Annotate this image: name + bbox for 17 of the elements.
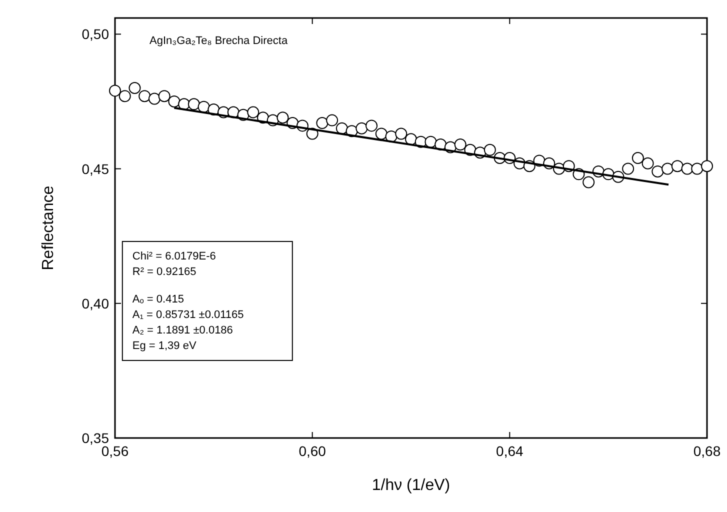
x-tick-label: 0,60: [298, 443, 326, 459]
annotation: A₂ = 1.1891 ±0.0186: [132, 324, 233, 336]
text: AgIn₃Ga₂Te₈ Brecha Directa: [150, 35, 288, 47]
x-axis-title: 1/hν (1/eV): [372, 477, 450, 494]
y-tick-label: 0,35: [82, 430, 110, 446]
y-tick-label: 0,40: [82, 295, 110, 312]
y-tick-label: 0,50: [82, 26, 110, 42]
x-tick-label: 0,68: [693, 443, 721, 459]
y-tick-label: 0,45: [82, 160, 110, 177]
annotation: R² = 0.92165: [132, 266, 196, 278]
annotation: Eg = 1,39 eV: [132, 340, 197, 352]
x-tick-label: 0,56: [101, 443, 129, 459]
y-axis-title: Reflectance: [40, 186, 57, 270]
x-tick-label: 0,64: [496, 443, 524, 459]
annotation: A₁ = 0.85731 ±0.01165: [132, 308, 244, 321]
annotation: Aₒ = 0.415: [132, 293, 184, 306]
annotation: Chi² = 6.0179E-6: [132, 250, 216, 262]
